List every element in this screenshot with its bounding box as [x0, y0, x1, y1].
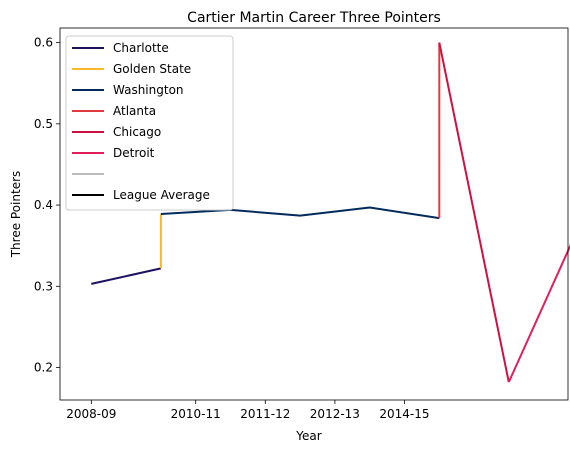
series-line-detroit	[507, 243, 570, 383]
series-line-charlotte	[91, 267, 162, 285]
legend-label-charlotte: Charlotte	[113, 41, 169, 55]
x-tick-label: 2014-15	[379, 407, 429, 421]
y-axis-label: Three Pointers	[9, 171, 23, 259]
x-tick-label: 2008-09	[66, 407, 116, 421]
series-lines	[91, 42, 570, 383]
y-axis-ticks: 0.2 0.3 0.4 0.5 0.6	[34, 36, 60, 375]
chart-title: Cartier Martin Career Three Pointers	[187, 10, 441, 26]
series-line-chicago	[438, 42, 510, 383]
legend-label-washington: Washington	[113, 83, 184, 97]
y-tick-label: 0.5	[34, 117, 53, 131]
legend-label-atlanta: Atlanta	[113, 104, 156, 118]
legend-label-chicago: Chicago	[113, 125, 161, 139]
plot-frame	[59, 27, 569, 401]
x-tick-label: 2011-12	[240, 407, 290, 421]
legend-box	[65, 35, 234, 211]
y-tick-label: 0.2	[34, 361, 53, 375]
x-tick-label: 2010-11	[171, 407, 221, 421]
x-tick-label: 2012-13	[310, 407, 360, 421]
y-tick-label: 0.6	[34, 36, 53, 50]
y-tick-label: 0.3	[34, 279, 53, 293]
x-axis-label: Year	[295, 429, 321, 443]
y-tick-label: 0.4	[34, 198, 53, 212]
legend-label-detroit: Detroit	[113, 146, 155, 160]
legend: Charlotte Golden State Washington Atlanta Ch…	[65, 35, 234, 211]
series-line-washington	[160, 206, 440, 220]
x-axis-ticks: 2008-09 2010-11 2011-12 2012-13 2014-15	[66, 400, 430, 421]
legend-label-league-average: League Average	[113, 188, 210, 202]
legend-label-golden-state: Golden State	[113, 62, 191, 76]
